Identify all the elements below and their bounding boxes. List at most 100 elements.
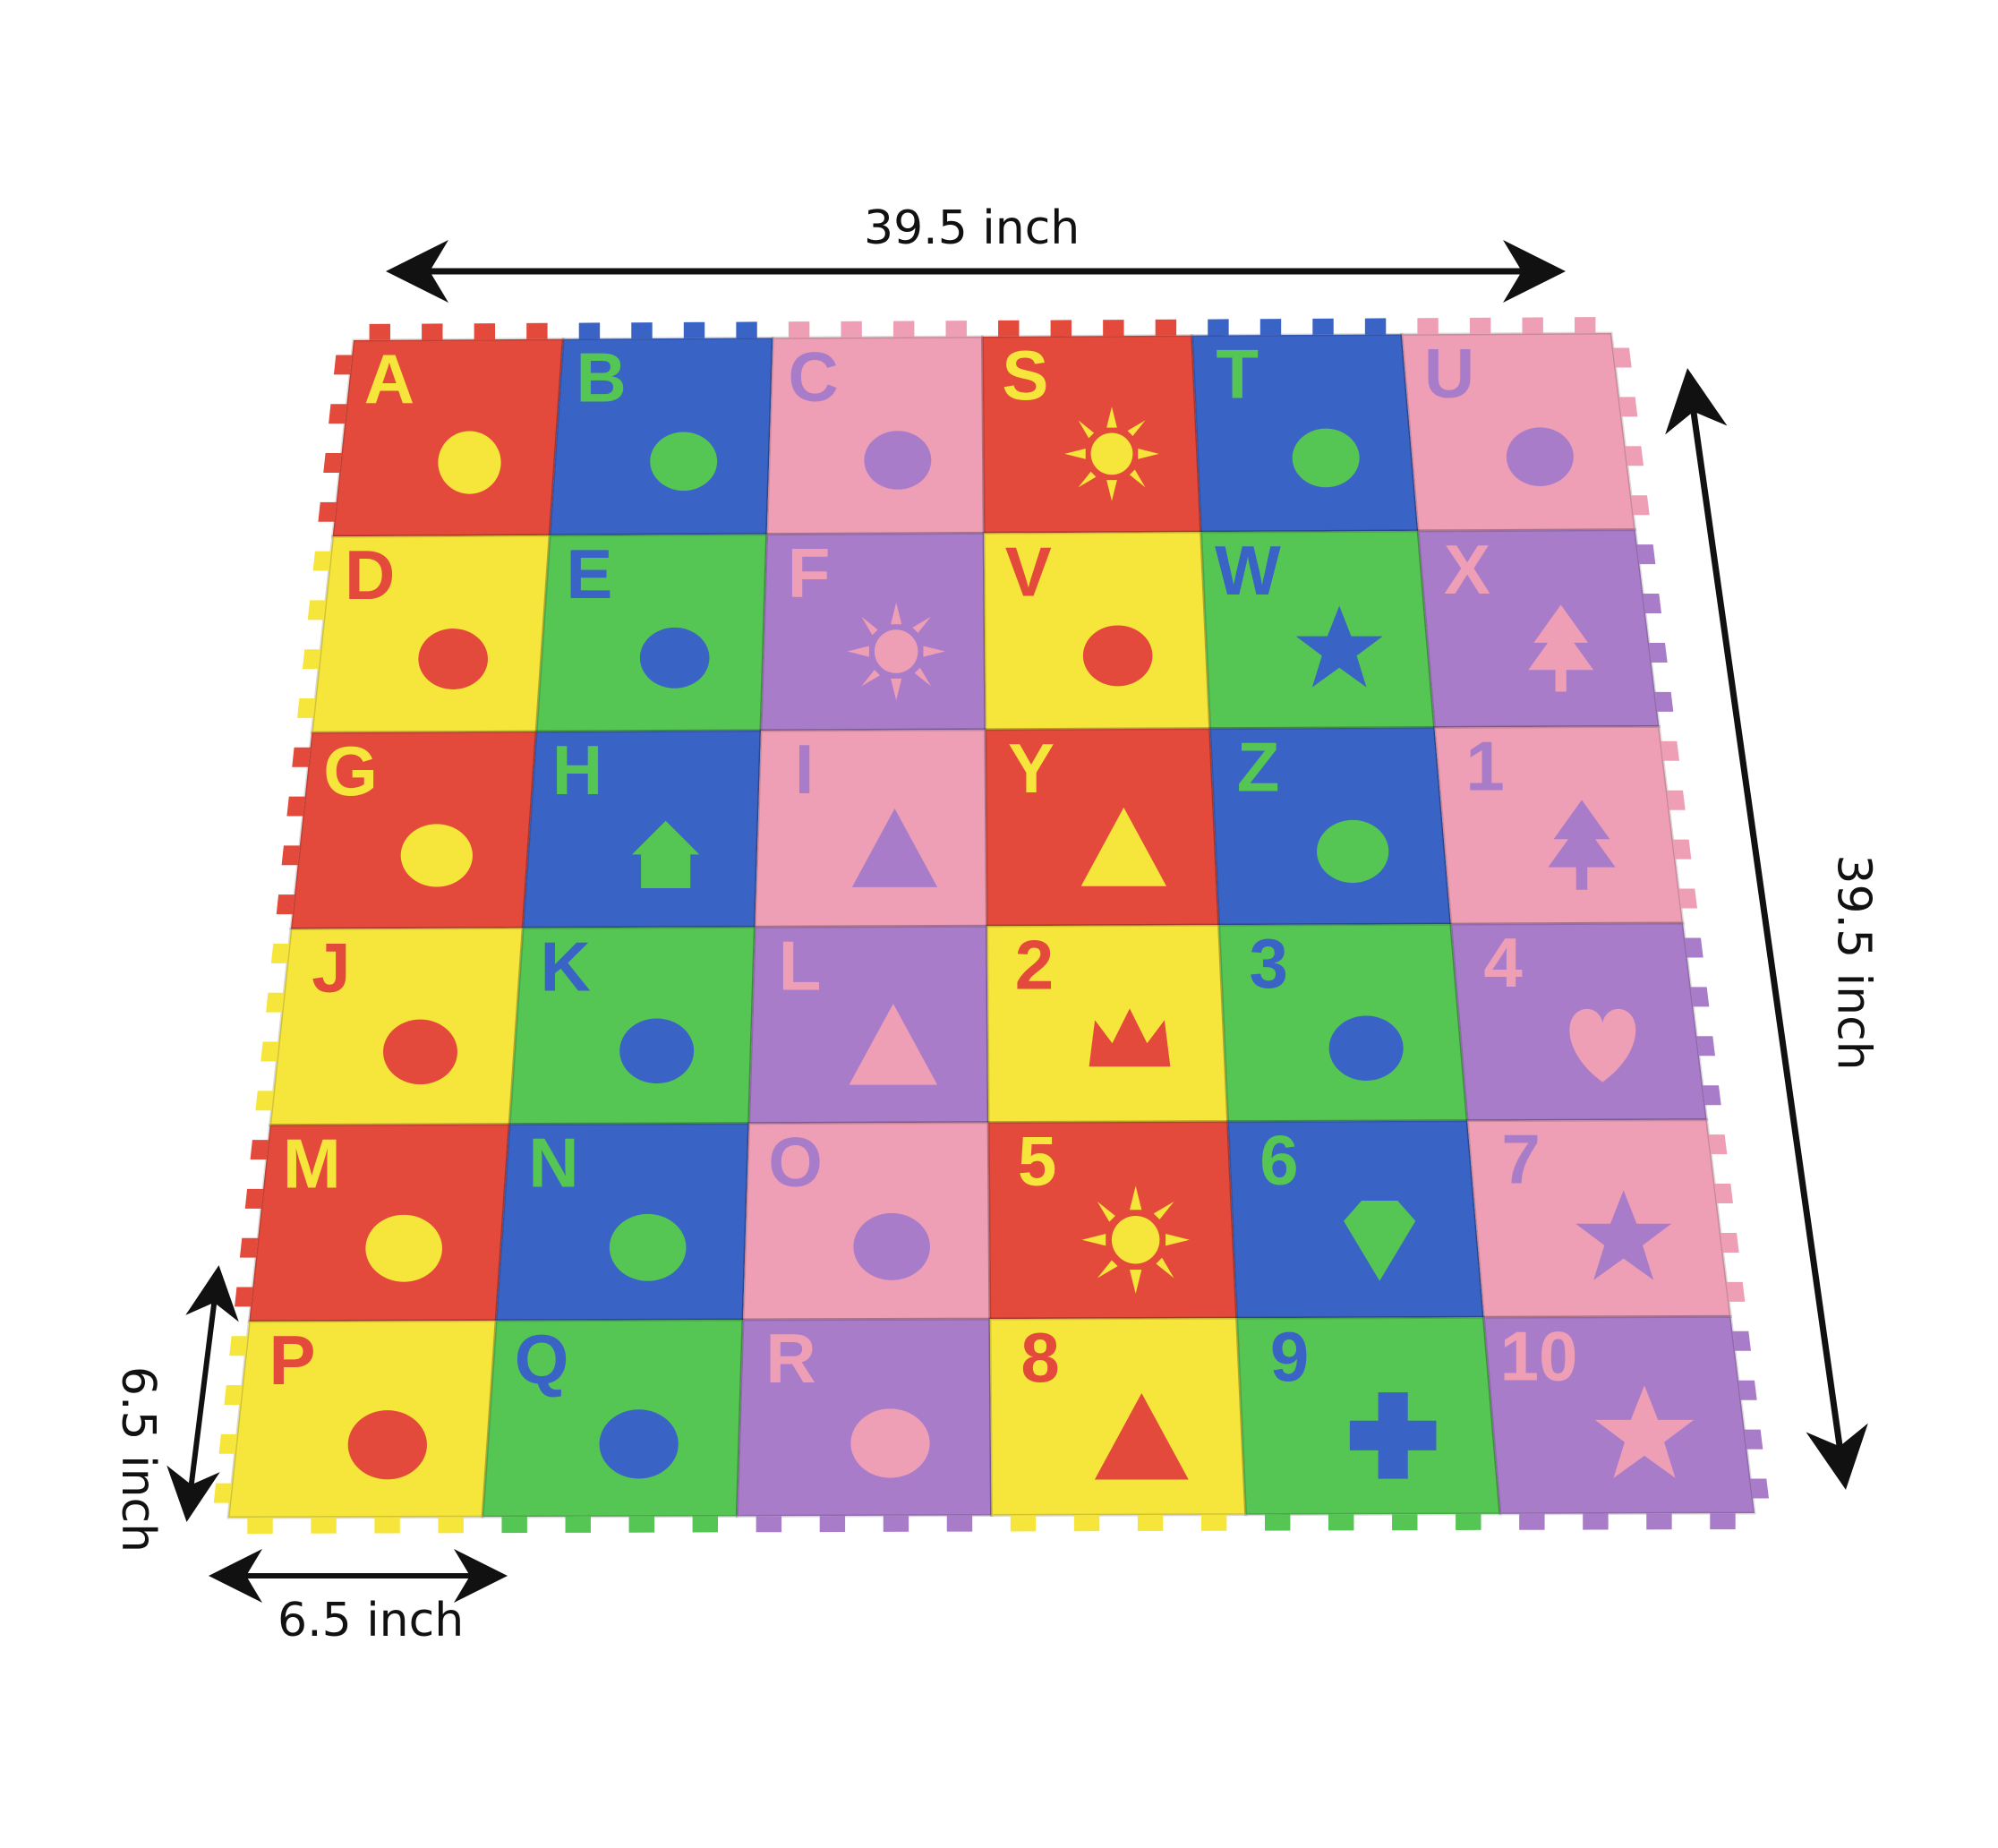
puzzle-tile: U	[1400, 317, 1650, 533]
cat-icon	[864, 431, 932, 490]
puzzle-tile: 1	[1432, 724, 1697, 926]
tile-tooth	[1646, 1513, 1672, 1530]
puzzle-tile: R	[735, 1317, 994, 1533]
puzzle-tile: D	[297, 534, 551, 734]
tile-tooth	[374, 1517, 400, 1534]
tile-label: 8	[1020, 1318, 1059, 1397]
tile-tooth	[218, 1433, 237, 1454]
tile-label: O	[768, 1123, 823, 1202]
tile-tooth	[1264, 1514, 1291, 1531]
tile-tooth	[1519, 1513, 1545, 1530]
tile-tooth	[1750, 1478, 1769, 1499]
lamp-icon	[849, 1003, 938, 1085]
tile-label: 7	[1501, 1120, 1540, 1199]
puzzle-tile: J	[255, 926, 525, 1127]
tile-tooth	[369, 323, 390, 340]
tile-label: 3	[1250, 924, 1288, 1003]
violin-icon	[1082, 625, 1153, 687]
puzzle-tile: T	[1191, 318, 1420, 534]
tile-tooth	[736, 321, 757, 338]
tile-tooth	[307, 600, 327, 620]
puzzle-tile: N	[494, 1122, 751, 1322]
tile-tooth	[286, 796, 305, 817]
puzzle-tile: Y	[984, 727, 1221, 928]
flower-icon	[847, 602, 945, 701]
tile-tooth	[1710, 1513, 1736, 1530]
tile-height-label: 6.5 inch	[111, 1365, 166, 1553]
tile-tooth	[1696, 1036, 1715, 1057]
tile-tooth	[323, 453, 342, 473]
sun-icon	[1064, 406, 1159, 501]
ice-cream-icon	[851, 808, 938, 887]
tile-label: Y	[1008, 729, 1054, 808]
octopus-icon	[853, 1212, 930, 1280]
kangaroo-icon	[619, 1018, 695, 1084]
tile-tooth	[1208, 319, 1229, 336]
duck-icon	[418, 629, 488, 689]
puzzle-tile: M	[235, 1123, 511, 1323]
puzzle-tile: X	[1416, 528, 1674, 730]
apple-icon	[438, 431, 501, 494]
tile-label: Z	[1237, 728, 1280, 807]
tile-tooth	[501, 1517, 527, 1534]
triangle-icon	[1094, 1392, 1189, 1480]
puzzle-tile: 5	[986, 1120, 1239, 1321]
tile-label: U	[1424, 333, 1474, 412]
tile-tooth	[1200, 1514, 1227, 1531]
tile-label: R	[765, 1319, 815, 1398]
tile-tooth	[247, 1517, 273, 1534]
wand-icon	[1295, 605, 1383, 688]
puzzle-tile: F	[759, 531, 987, 732]
zigzag-icon	[1317, 819, 1389, 884]
tile-tooth	[1667, 790, 1686, 810]
height-label: 39.5 inch	[1826, 854, 1881, 1071]
tile-tooth	[438, 1517, 464, 1534]
puzzle-tile: Q	[481, 1318, 745, 1534]
candy-icon	[1328, 1015, 1404, 1082]
tile-tooth	[788, 321, 810, 338]
tile-tooth	[318, 501, 337, 522]
tile-label: Q	[515, 1320, 569, 1399]
tile-tooth	[1259, 319, 1282, 336]
tile-label: M	[283, 1125, 341, 1203]
puzzle-tile: O	[741, 1121, 992, 1322]
tile-label: K	[541, 927, 591, 1005]
tile-tooth	[229, 1336, 248, 1356]
tile-tooth	[311, 1517, 337, 1534]
star-icon	[1575, 1190, 1672, 1280]
tile-tooth	[260, 1041, 279, 1062]
crown-icon	[1089, 1008, 1171, 1067]
heart-icon	[1569, 1008, 1636, 1082]
puzzle-tile: V	[982, 530, 1212, 732]
tile-label: 2	[1015, 925, 1054, 1004]
tile-tooth	[329, 404, 347, 424]
tile-tooth	[1703, 1085, 1721, 1106]
tile-tooth	[1137, 1514, 1164, 1532]
tile-tooth	[1583, 1513, 1609, 1530]
tile-tooth	[292, 747, 311, 767]
tile-label: 5	[1018, 1122, 1056, 1201]
yacht-icon	[1080, 807, 1166, 886]
telephone-icon	[1292, 428, 1360, 488]
puzzle-tile: C	[765, 321, 986, 536]
puzzle-tile: B	[548, 321, 774, 537]
tile-label: A	[364, 339, 414, 418]
tile-label: V	[1005, 532, 1052, 611]
giraffe-icon	[400, 824, 473, 887]
tile-tooth	[250, 1140, 269, 1160]
puzzle-tile: P	[213, 1319, 498, 1534]
tile-tooth	[578, 322, 601, 339]
tile-tooth	[1720, 1232, 1739, 1253]
needle-icon	[609, 1213, 687, 1281]
tile-tooth	[1618, 397, 1638, 417]
tile-tooth	[1714, 1184, 1733, 1204]
tile-label: D	[345, 535, 395, 614]
diamond-icon	[1344, 1200, 1416, 1281]
puzzle-mat: A B C S T U D E F V W X G H I Y Z 1 J K L 2 3 4 M N O 5 6 7 P Q R 8 9 10	[213, 317, 1769, 1534]
tile-label: I	[795, 730, 815, 808]
tile-label: N	[528, 1124, 578, 1202]
penguin-icon	[347, 1410, 427, 1480]
tile-tooth	[1364, 318, 1387, 335]
tile-tooth	[683, 321, 705, 338]
